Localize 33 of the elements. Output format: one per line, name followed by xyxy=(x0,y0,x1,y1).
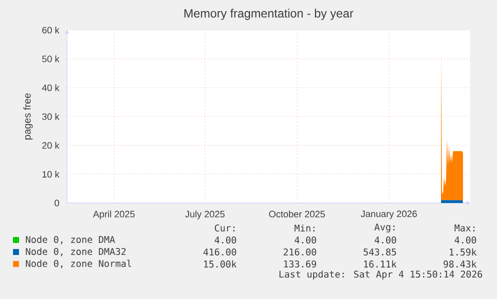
text: 15.00k xyxy=(204,260,237,268)
y-tick-label: 30 k xyxy=(42,113,60,120)
text: 1.59k xyxy=(450,248,477,256)
legend-label: Node 0, zone Normal xyxy=(26,260,132,268)
text: 416.00 xyxy=(203,248,236,256)
y-axis-title: pages free xyxy=(23,93,33,140)
legend-label: Node 0, zone DMA xyxy=(26,236,115,244)
chart-title: Memory fragmentation - by year xyxy=(184,8,354,20)
y-tick-label: 40 k xyxy=(42,84,60,92)
text: 543.85 xyxy=(364,248,396,256)
text: 4.00 xyxy=(454,236,476,244)
text: 216.00 xyxy=(284,248,316,256)
text: Last update: Sat Apr 4 15:50:14 2026 xyxy=(280,270,482,280)
x-tick-label: April 2025 xyxy=(93,210,135,220)
text: 98.43k xyxy=(444,260,477,268)
x-tick-label: January 2026 xyxy=(360,210,417,220)
legend-label: Node 0, zone DMA32 xyxy=(26,248,126,256)
text: Min: xyxy=(294,224,314,232)
y-tick-label: 20 k xyxy=(42,142,60,149)
text: Cur: xyxy=(214,224,234,232)
text: Avg: xyxy=(374,224,394,232)
text: 133.69 xyxy=(284,260,316,268)
text: 4.00 xyxy=(374,236,396,244)
text: 4.00 xyxy=(294,236,316,244)
y-tick-label: 60 k xyxy=(42,26,60,34)
x-tick-label: July 2025 xyxy=(185,210,225,220)
y-tick-label: 50 k xyxy=(42,55,60,62)
y-tick-label: 0 xyxy=(54,200,60,206)
text: 16.11k xyxy=(364,260,397,268)
text: 4.00 xyxy=(214,236,236,244)
x-tick-label: October 2025 xyxy=(269,210,325,218)
y-tick-label: 10 k xyxy=(42,170,60,178)
text: Max: xyxy=(454,224,474,232)
